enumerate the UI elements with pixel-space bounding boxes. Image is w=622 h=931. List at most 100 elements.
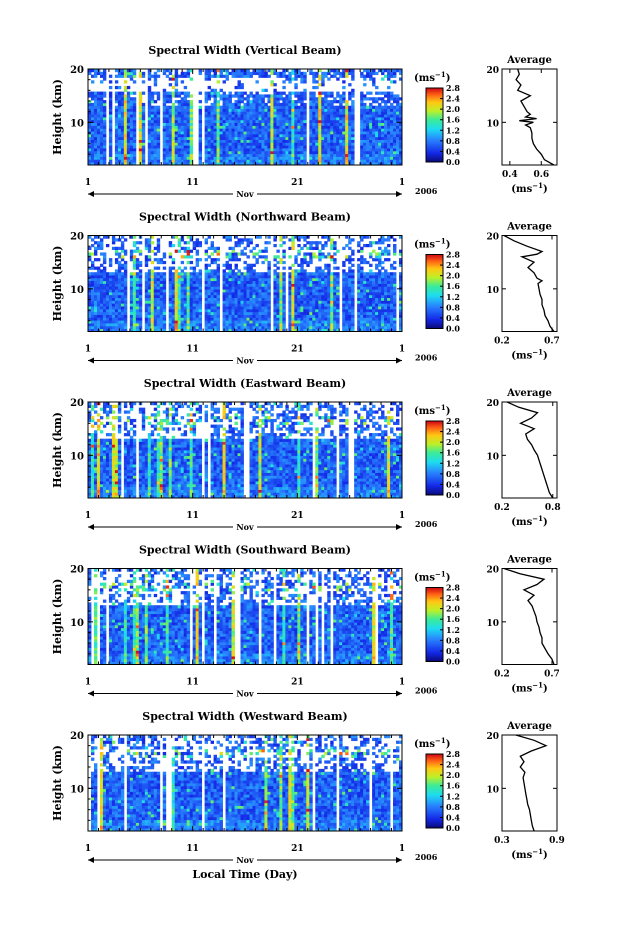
heatmap-cell [297,272,301,276]
heatmap-cell [129,328,134,332]
heatmap-cell [327,122,331,126]
heatmap-cell [114,125,119,129]
heatmap-cell [375,100,379,104]
heatmap-cell [207,317,212,321]
heatmap-cell [120,145,125,149]
heatmap-cell [276,100,280,104]
heatmap-cell [327,303,331,307]
heatmap-cell [258,153,262,157]
heatmap-cell [180,306,185,310]
colorbar-swatch [426,120,443,122]
heatmap-cell [315,243,319,248]
heatmap-cell [288,325,292,330]
heatmap-cell [222,139,226,143]
heatmap-cell [333,297,337,301]
heatmap-cell [228,277,232,282]
heatmap-cell [108,308,113,313]
heatmap-cell [258,311,262,315]
heatmap-cell [228,108,232,112]
heatmap-cell [381,100,385,104]
heatmap-cell [273,325,277,330]
heatmap-cell [348,283,352,287]
heatmap-cell [351,156,355,160]
heatmap-cell [282,277,286,282]
heatmap-cell [234,131,238,135]
heatmap-cell [207,280,212,284]
heatmap-cell [348,280,352,284]
heatmap-cell [276,139,280,143]
heatmap-cell [264,325,268,330]
heatmap-cell [294,283,298,287]
heatmap-cell [324,325,328,330]
heatmap-cell [309,105,313,109]
heatmap-cell [99,291,104,296]
heatmap-cell [339,153,343,157]
heatmap-cell [279,286,283,290]
heatmap-cell [156,260,161,265]
heatmap-cell [99,306,104,310]
heatmap-cell [267,142,271,146]
heatmap-cell [213,275,217,279]
heatmap-cell [96,136,101,140]
heatmap-cell [150,249,155,253]
heatmap-cell [249,266,253,270]
heatmap-cell [258,145,262,149]
heatmap-cell [291,128,295,132]
heatmap-cell [237,74,241,78]
heatmap-cell [186,114,191,118]
heatmap-cell [162,142,167,146]
heatmap-cell [183,325,188,330]
colorbar-swatch [426,99,443,101]
heatmap-cell [237,111,241,115]
heatmap-cell [171,111,176,115]
heatmap-cell [336,297,340,301]
heatmap-cell [216,294,220,299]
heatmap-cell [147,111,152,115]
heatmap-cell [88,159,92,163]
heatmap-cell [141,119,146,124]
heatmap-cell [297,156,301,160]
heatmap-cell [225,131,229,135]
heatmap-cell [246,100,250,104]
heatmap-cell [174,117,179,121]
heatmap-cell [306,320,310,324]
heatmap-cell [204,249,209,253]
heatmap-cell [186,320,191,324]
heatmap-cell [255,108,259,112]
colorbar-swatch [426,118,443,121]
heatmap-cell [147,88,152,92]
heatmap-cell [129,108,134,112]
heatmap-cell [216,300,220,304]
heatmap-cell [315,320,319,324]
heatmap-cell [327,114,331,118]
heatmap-cell [333,122,337,126]
heatmap-cell [117,311,122,315]
heatmap-cell [93,249,98,253]
heatmap-cell [267,235,271,239]
heatmap-cell [234,117,238,121]
heatmap-cell [117,102,122,107]
heatmap-cell [150,128,155,132]
heatmap-cell [108,317,113,321]
heatmap-cell [384,128,388,132]
heatmap-cell [210,294,214,299]
heatmap-cell [138,297,143,301]
heatmap-cell [123,323,128,327]
heatmap-cell [186,306,191,310]
heatmap-cell [387,139,391,143]
heatmap-cell [111,306,116,310]
heatmap-cell [336,272,340,276]
heatmap-cell [153,153,158,157]
heatmap-cell [144,260,149,265]
heatmap-cell [249,289,253,293]
heatmap-cell [309,97,313,101]
heatmap-cell [351,108,355,112]
heatmap-cell [333,114,337,118]
heatmap-cell [300,311,304,315]
colorbar-swatch [426,159,443,162]
heatmap-cell [88,117,92,121]
heatmap-cell [252,131,256,135]
heatmap-cell [165,117,170,121]
heatmap-cell [114,314,119,318]
heatmap-cell [138,97,143,101]
